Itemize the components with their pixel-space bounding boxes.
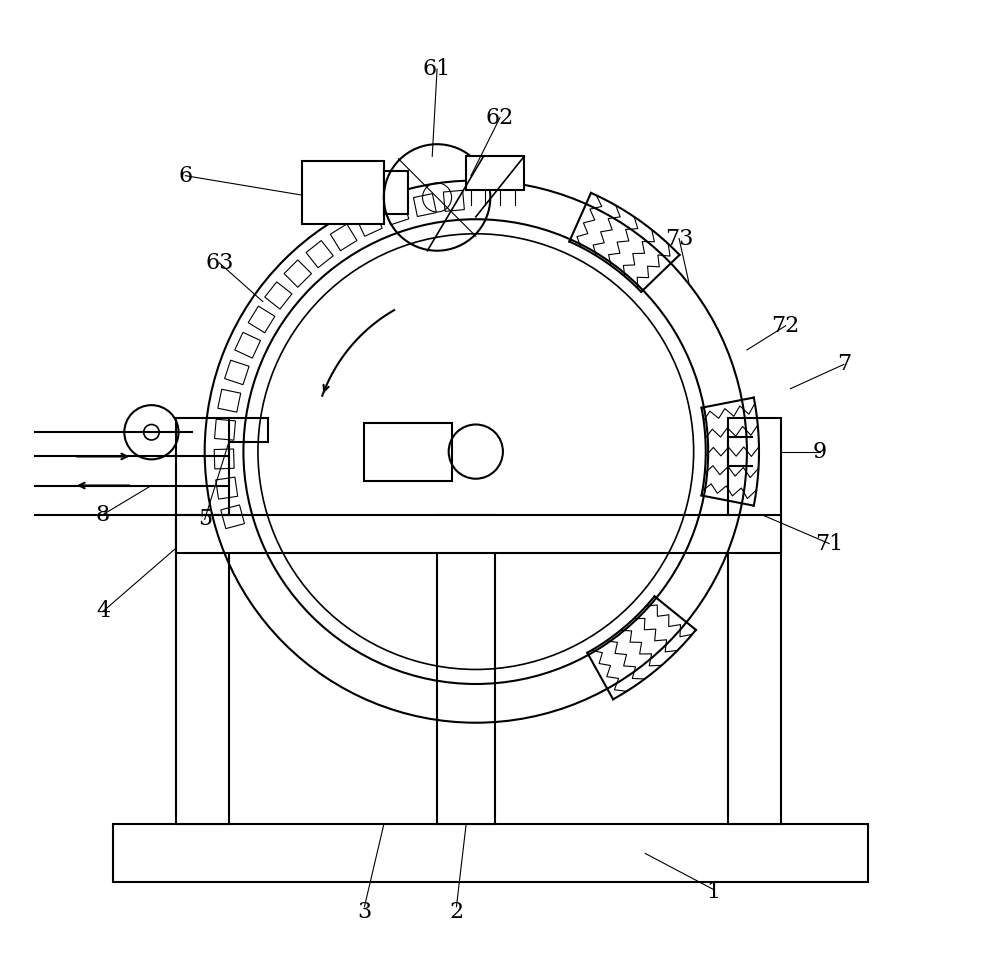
Text: 63: 63 — [205, 251, 233, 274]
Bar — [466, 156, 524, 190]
Text: 8: 8 — [96, 504, 110, 525]
Bar — [176, 418, 229, 824]
Bar — [437, 515, 495, 824]
Text: 62: 62 — [486, 107, 514, 128]
Text: 9: 9 — [812, 441, 827, 462]
Bar — [384, 171, 408, 215]
Bar — [728, 418, 781, 824]
Text: 6: 6 — [178, 165, 192, 186]
Text: 72: 72 — [772, 315, 800, 337]
Bar — [302, 161, 384, 224]
Text: 1: 1 — [706, 881, 720, 903]
Text: 3: 3 — [357, 900, 372, 922]
Text: 2: 2 — [449, 900, 463, 922]
Bar — [113, 824, 868, 883]
Text: 71: 71 — [815, 532, 843, 554]
Text: 4: 4 — [96, 600, 110, 622]
Text: 73: 73 — [665, 227, 693, 250]
Bar — [364, 422, 452, 481]
Bar — [176, 515, 781, 553]
Text: 5: 5 — [198, 509, 212, 530]
Text: 61: 61 — [423, 58, 451, 81]
Text: 7: 7 — [837, 353, 851, 376]
